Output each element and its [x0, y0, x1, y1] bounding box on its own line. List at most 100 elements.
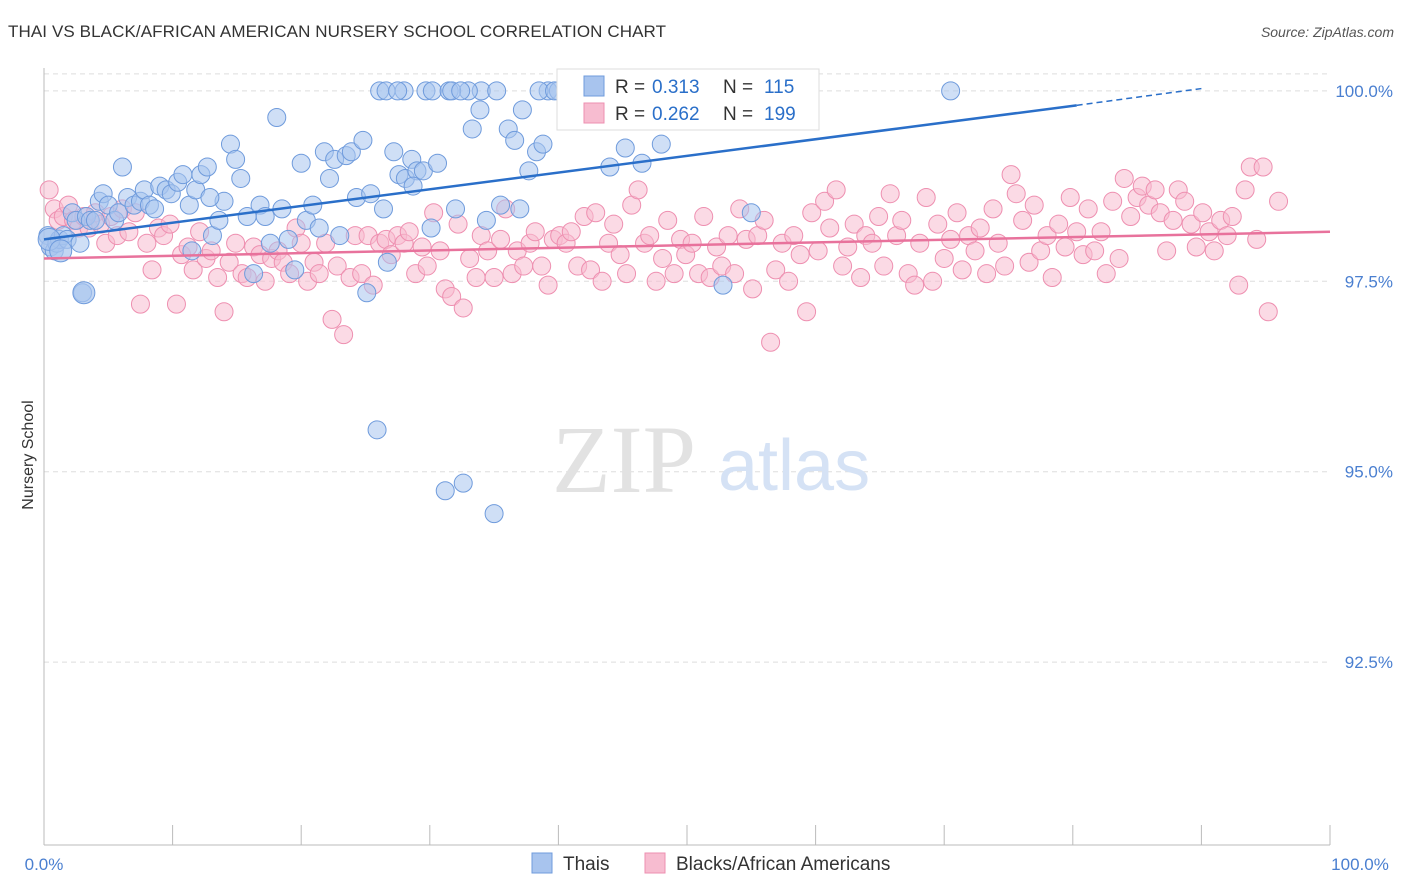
- black-point-103: [646, 271, 666, 291]
- black-point-206: [1269, 191, 1289, 211]
- black-point-47: [309, 264, 329, 284]
- black-point-154: [952, 260, 972, 280]
- black-point-148: [916, 188, 936, 207]
- black-point-73: [466, 267, 486, 287]
- black-point-205: [1258, 302, 1278, 322]
- black-point-100: [628, 180, 648, 200]
- thai-point-103: [615, 138, 635, 158]
- black-point-170: [1049, 214, 1069, 234]
- black-point-144: [892, 210, 912, 230]
- black-point-147: [910, 233, 930, 253]
- stats-black-swatch: [583, 102, 605, 124]
- thai-point-48: [278, 229, 298, 249]
- black-point-200: [1229, 275, 1249, 295]
- thai-point-50: [291, 153, 311, 173]
- black-point-19: [142, 260, 162, 280]
- thai-point-115: [200, 188, 220, 207]
- black-point-203: [1247, 229, 1267, 249]
- black-point-54: [352, 264, 372, 284]
- black-point-165: [1019, 252, 1039, 272]
- black-point-179: [1103, 191, 1123, 211]
- black-point-92: [581, 260, 601, 280]
- legend-thai-swatch[interactable]: [531, 852, 553, 874]
- black-point-161: [995, 256, 1015, 276]
- thai-point-49: [285, 260, 305, 280]
- black-point-64: [412, 237, 432, 257]
- black-point-23: [166, 294, 186, 314]
- black-point-196: [1204, 241, 1224, 261]
- black-point-164: [1013, 210, 1033, 230]
- black-point-17: [130, 294, 150, 314]
- black-point-0: [39, 180, 59, 200]
- stats-black-n-label: N =: [723, 104, 753, 125]
- stats-black-r-value: 0.262: [652, 104, 700, 125]
- black-point-105: [658, 210, 678, 230]
- stats-thai-r-value: 0.313: [652, 77, 700, 98]
- black-point-172: [1060, 188, 1080, 207]
- thai-point-62: [357, 283, 377, 303]
- black-point-182: [1121, 207, 1141, 227]
- y-axis-title: Nursery School: [20, 400, 37, 509]
- black-point-189: [1163, 210, 1183, 230]
- thai-point-85: [512, 100, 532, 120]
- legend-black-label[interactable]: Blacks/African Americans: [676, 854, 890, 875]
- black-point-65: [417, 256, 437, 276]
- black-point-131: [815, 191, 835, 211]
- thai-point-63: [361, 184, 381, 204]
- black-point-136: [844, 214, 864, 234]
- thai-point-76: [446, 199, 466, 219]
- black-point-125: [779, 271, 799, 291]
- thai-point-9: [70, 233, 90, 253]
- watermark-atlas: atlas: [718, 426, 870, 506]
- thai-point-84: [505, 130, 525, 150]
- black-point-151: [934, 248, 954, 268]
- y-tick-label-2: 95.0%: [1345, 463, 1393, 482]
- black-point-123: [766, 260, 786, 280]
- black-point-201: [1235, 180, 1255, 200]
- black-point-168: [1037, 226, 1057, 246]
- x-tick-label-max: 100.0%: [1331, 855, 1389, 874]
- thai-point-98: [422, 81, 442, 101]
- black-point-198: [1217, 226, 1237, 246]
- thai-point-19: [112, 157, 132, 177]
- black-point-33: [226, 233, 246, 253]
- thai-large-point-1: [49, 239, 73, 263]
- black-point-81: [514, 256, 534, 276]
- thai-point-55: [319, 168, 339, 188]
- thai-point-78: [462, 119, 482, 139]
- black-point-133: [826, 180, 846, 200]
- black-point-96: [604, 214, 624, 234]
- thai-point-75: [435, 481, 455, 501]
- black-point-204: [1253, 157, 1273, 177]
- black-point-129: [802, 203, 822, 223]
- thai-point-65: [374, 199, 394, 219]
- thai-point-64: [367, 420, 387, 440]
- black-point-146: [905, 275, 925, 295]
- black-point-49: [322, 309, 342, 329]
- black-point-137: [851, 267, 871, 287]
- y-tick-label-0: 100.0%: [1335, 82, 1393, 101]
- black-point-191: [1175, 191, 1195, 211]
- y-tick-label-1: 97.5%: [1345, 272, 1393, 291]
- black-point-134: [833, 256, 853, 276]
- black-point-157: [970, 218, 990, 238]
- thai-point-114: [182, 241, 202, 261]
- black-point-32: [219, 252, 239, 272]
- black-point-163: [1006, 184, 1026, 204]
- x-tick-label-min: 0.0%: [25, 855, 64, 874]
- black-point-98: [617, 264, 637, 284]
- black-point-140: [869, 207, 889, 227]
- black-point-89: [561, 222, 581, 242]
- black-point-83: [525, 222, 545, 242]
- black-point-62: [399, 222, 419, 242]
- thai-point-108: [941, 81, 961, 101]
- thai-point-100: [388, 81, 408, 101]
- legend-black-swatch[interactable]: [644, 852, 666, 874]
- legend-thai-label[interactable]: Thais: [563, 854, 609, 875]
- black-point-30: [208, 267, 228, 287]
- black-point-93: [586, 203, 606, 223]
- thai-trend-line: [43, 104, 1077, 241]
- black-point-85: [538, 275, 558, 295]
- thai-point-106: [713, 275, 733, 295]
- black-point-199: [1222, 207, 1242, 227]
